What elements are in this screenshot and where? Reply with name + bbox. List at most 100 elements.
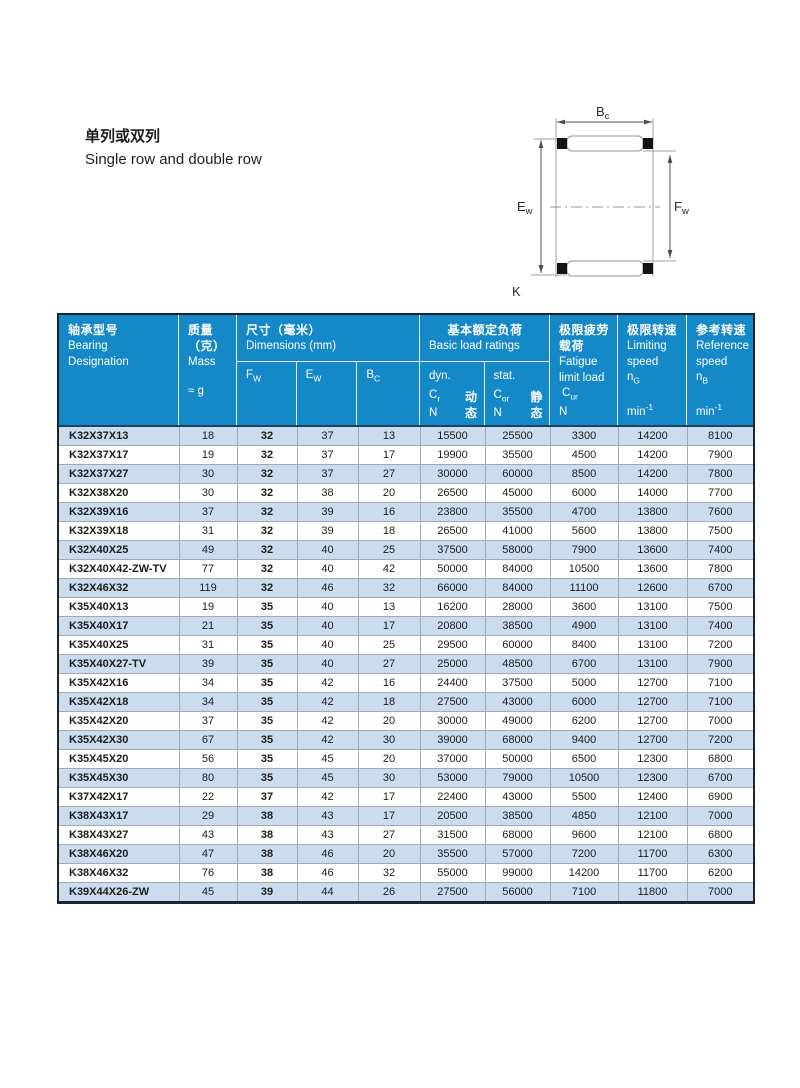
cell-ew: 45 <box>297 749 359 769</box>
cell-fw: 38 <box>237 863 298 883</box>
table-row: K35X42X30 67 35 42 30 39000 68000 9400 12700 7200 <box>59 730 753 750</box>
cell-fw: 35 <box>237 673 298 693</box>
header-col-limiting: 极限转速 Limiting speed nG min-1 <box>618 315 687 425</box>
cell-limiting-speed: 12700 <box>618 673 688 693</box>
header-col-stat: stat. Cor N 静态 <box>493 370 543 420</box>
header-fatigue-en1: Fatigue <box>559 356 598 368</box>
bearing-table: 轴承型号 Bearing Designation 质量 （克） Mass ≈ g… <box>57 313 755 904</box>
cell-ew: 40 <box>297 559 359 579</box>
cell-fw: 35 <box>237 597 298 617</box>
cell-designation: K32X39X16 <box>59 502 180 522</box>
cell-stat-load: 68000 <box>485 730 551 750</box>
header-dyn-zh: 动态 <box>464 390 477 420</box>
cell-fw: 32 <box>237 502 298 522</box>
cell-stat-load: 99000 <box>485 863 551 883</box>
cell-designation: K35X40X17 <box>59 616 180 636</box>
cell-mass: 45 <box>179 882 238 901</box>
cell-reference-speed: 7200 <box>687 730 753 750</box>
diagram-cage-pocket <box>643 138 653 149</box>
cell-fatigue-load: 4850 <box>550 806 619 826</box>
cell-ew: 37 <box>297 464 359 484</box>
cell-ew: 40 <box>297 597 359 617</box>
cell-dyn-load: 16200 <box>420 597 486 617</box>
cell-dyn-load: 23800 <box>420 502 486 522</box>
cell-reference-speed: 7100 <box>687 673 753 693</box>
cell-stat-load: 49000 <box>485 711 551 731</box>
cell-designation: K32X40X42-ZW-TV <box>59 559 180 579</box>
cell-ew: 42 <box>297 692 359 712</box>
cell-dyn-load: 20500 <box>420 806 486 826</box>
cell-fw: 37 <box>237 787 298 807</box>
diagram-arrow <box>667 250 673 258</box>
cell-stat-load: 60000 <box>485 635 551 655</box>
cell-limiting-speed: 12700 <box>618 692 688 712</box>
cell-designation: K37X42X17 <box>59 787 180 807</box>
cell-stat-load: 57000 <box>485 844 551 864</box>
cell-ew: 45 <box>297 768 359 788</box>
header-loads-group: 基本额定负荷 Basic load ratings dyn. Cr N 动态 <box>420 315 550 425</box>
header-dyn-label: dyn. <box>429 370 451 382</box>
cell-bc: 20 <box>358 483 421 503</box>
header-dimensions-subrow: FW EW BC <box>237 362 419 425</box>
table-row: K32X38X20 30 32 38 20 26500 45000 6000 14000 7700 <box>59 483 753 503</box>
cell-fatigue-load: 5000 <box>550 673 619 693</box>
cell-limiting-speed: 13600 <box>618 540 688 560</box>
cell-dyn-load: 50000 <box>420 559 486 579</box>
header-mass: 质量 （克） Mass ≈ g <box>179 315 237 425</box>
cell-fw: 32 <box>237 578 298 598</box>
cell-reference-speed: 6300 <box>687 844 753 864</box>
cell-designation: K32X37X17 <box>59 445 180 465</box>
header-mass-en: Mass <box>188 356 216 368</box>
cell-ew: 42 <box>297 711 359 731</box>
cell-stat-load: 41000 <box>485 521 551 541</box>
diagram-cage-pocket <box>557 263 567 274</box>
cell-designation: K35X42X20 <box>59 711 180 731</box>
diagram-label-ew: Ew <box>517 199 533 217</box>
table-row: K32X37X13 18 32 37 13 15500 25500 3300 14200 8100 <box>59 427 753 446</box>
cell-designation: K38X43X27 <box>59 825 180 845</box>
cell-designation: K35X45X30 <box>59 768 180 788</box>
cell-limiting-speed: 12700 <box>618 711 688 731</box>
cell-reference-speed: 7800 <box>687 559 753 579</box>
cell-bc: 17 <box>358 616 421 636</box>
cell-ew: 38 <box>297 483 359 503</box>
cell-fatigue-load: 7900 <box>550 540 619 560</box>
table-body-grid: K32X37X13 18 32 37 13 15500 25500 3300 14200 8100… <box>59 427 753 901</box>
table-row: K35X40X25 31 35 40 25 29500 60000 8400 13100 7200 <box>59 635 753 655</box>
cell-mass: 77 <box>179 559 238 579</box>
cell-dyn-load: 26500 <box>420 483 486 503</box>
cell-designation: K32X37X13 <box>59 427 180 446</box>
header-dimensions-zh: 尺寸（毫米） <box>246 323 322 337</box>
cell-fw: 35 <box>237 730 298 750</box>
cell-limiting-speed: 12700 <box>618 730 688 750</box>
diagram-arrow <box>667 155 673 163</box>
cell-stat-load: 28000 <box>485 597 551 617</box>
cell-stat-load: 50000 <box>485 749 551 769</box>
cell-stat-load: 60000 <box>485 464 551 484</box>
cell-stat-load: 35500 <box>485 502 551 522</box>
cell-mass: 119 <box>179 578 238 598</box>
cell-fw: 32 <box>237 540 298 560</box>
cell-fw: 38 <box>237 825 298 845</box>
diagram-label-fw: Fw <box>674 199 689 217</box>
cell-bc: 16 <box>358 673 421 693</box>
intro-title-en: Single row and double row <box>85 151 262 168</box>
cell-mass: 31 <box>179 635 238 655</box>
cell-limiting-speed: 13800 <box>618 521 688 541</box>
cell-stat-load: 79000 <box>485 768 551 788</box>
cell-bc: 18 <box>358 521 421 541</box>
cell-ew: 44 <box>297 882 359 901</box>
cell-bc: 30 <box>358 730 421 750</box>
table-row: K35X45X20 56 35 45 20 37000 50000 6500 12300 6800 <box>59 749 753 769</box>
cell-fatigue-load: 10500 <box>550 768 619 788</box>
cell-reference-speed: 6800 <box>687 825 753 845</box>
intro-title-zh: 单列或双列 <box>85 128 161 145</box>
header-designation-en2: Designation <box>68 356 129 368</box>
cell-bc: 17 <box>358 787 421 807</box>
cell-mass: 34 <box>179 692 238 712</box>
cell-bc: 20 <box>358 749 421 769</box>
cell-dyn-load: 25000 <box>420 654 486 674</box>
cell-dyn-load: 39000 <box>420 730 486 750</box>
header-reference-zh: 参考转速 <box>696 323 747 337</box>
diagram-cage-pocket <box>557 138 567 149</box>
